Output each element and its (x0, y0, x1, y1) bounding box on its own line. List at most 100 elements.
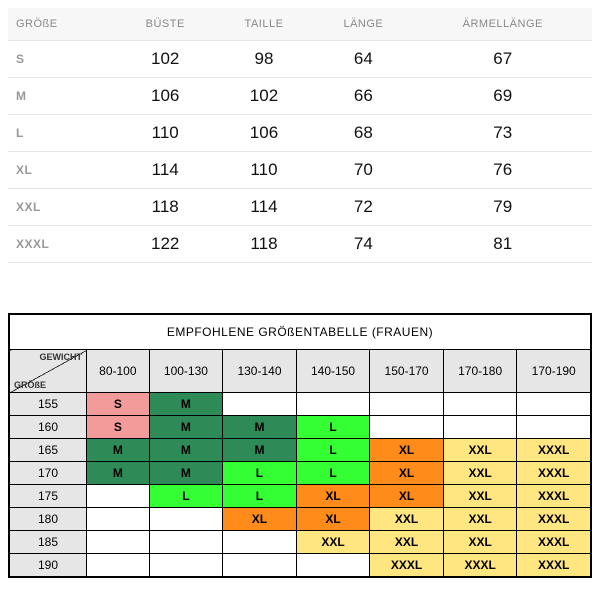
col-size: GRÖßE (8, 8, 116, 41)
size-recommendation-cell: XXXL (517, 531, 591, 554)
size-recommendation-cell: XXL (370, 531, 444, 554)
size-recommendation-cell: XL (370, 462, 444, 485)
value-cell: 67 (413, 41, 592, 78)
height-header: 180 (10, 508, 87, 531)
size-recommendation-cell: M (87, 439, 150, 462)
col-length: LÄNGE (313, 8, 413, 41)
size-recommendation-cell (149, 508, 223, 531)
size-recommendation-cell: XL (223, 508, 297, 531)
table-row: 160SMML (10, 416, 591, 439)
col-bust: BÜSTE (116, 8, 215, 41)
height-header: 165 (10, 439, 87, 462)
value-cell: 64 (313, 41, 413, 78)
size-recommendation-cell: M (87, 462, 150, 485)
size-recommendation-cell: L (296, 439, 370, 462)
size-recommendation-cell (223, 393, 297, 416)
size-recommendation-cell: L (296, 416, 370, 439)
size-cell: XXL (8, 189, 116, 226)
value-cell: 114 (116, 152, 215, 189)
size-recommendation-cell: L (223, 485, 297, 508)
size-recommendation-cell: XXXL (517, 554, 591, 577)
weight-header: 130-140 (223, 350, 297, 393)
size-recommendation-cell: M (223, 439, 297, 462)
value-cell: 70 (313, 152, 413, 189)
size-cell: M (8, 78, 116, 115)
size-recommendation-cell (370, 416, 444, 439)
size-cell: XXXL (8, 226, 116, 263)
size-recommendation-cell: XXL (443, 485, 517, 508)
height-header: 175 (10, 485, 87, 508)
weight-header: 170-180 (443, 350, 517, 393)
value-cell: 118 (116, 189, 215, 226)
table-row: S102986467 (8, 41, 592, 78)
size-recommendation-cell (149, 554, 223, 577)
size-recommendation-cell: S (87, 393, 150, 416)
size-recommendation-cell: XXL (443, 462, 517, 485)
size-recommendation-cell (223, 531, 297, 554)
table-row: L1101066873 (8, 115, 592, 152)
value-cell: 69 (413, 78, 592, 115)
value-cell: 72 (313, 189, 413, 226)
size-recommendation-cell: M (223, 416, 297, 439)
corner-height-label: GRÖßE (14, 380, 46, 390)
size-recommendation-cell (87, 508, 150, 531)
sizing-table: GRÖßE BÜSTE TAILLE LÄNGE ÄRMELLÄNGE S102… (8, 8, 592, 263)
table-row: XXXL1221187481 (8, 226, 592, 263)
weight-header: 80-100 (87, 350, 150, 393)
weight-header: 140-150 (296, 350, 370, 393)
value-cell: 79 (413, 189, 592, 226)
table-row: 175LLXLXLXXLXXXL (10, 485, 591, 508)
value-cell: 114 (215, 189, 313, 226)
weight-header: 100-130 (149, 350, 223, 393)
size-recommendation-cell: M (149, 416, 223, 439)
height-header: 155 (10, 393, 87, 416)
size-recommendation-cell: XXXL (517, 462, 591, 485)
value-cell: 102 (215, 78, 313, 115)
height-header: 190 (10, 554, 87, 577)
size-recommendation-cell: L (223, 462, 297, 485)
table-row: 170MMLLXLXXLXXXL (10, 462, 591, 485)
table-row: 185XXLXXLXXLXXXL (10, 531, 591, 554)
recommended-header-row: GEWICHT GRÖßE 80-100 100-130 130-140 140… (10, 350, 591, 393)
size-recommendation-cell (87, 485, 150, 508)
size-recommendation-cell: M (149, 462, 223, 485)
value-cell: 110 (215, 152, 313, 189)
size-recommendation-cell: XXXL (517, 508, 591, 531)
value-cell: 110 (116, 115, 215, 152)
size-recommendation-cell: L (296, 462, 370, 485)
value-cell: 66 (313, 78, 413, 115)
height-header: 160 (10, 416, 87, 439)
size-recommendation-cell: XXXL (370, 554, 444, 577)
value-cell: 81 (413, 226, 592, 263)
size-recommendation-cell (296, 554, 370, 577)
corner-cell: GEWICHT GRÖßE (10, 350, 87, 393)
size-recommendation-cell (87, 531, 150, 554)
col-sleeve: ÄRMELLÄNGE (413, 8, 592, 41)
size-recommendation-cell: XXL (443, 508, 517, 531)
size-recommendation-cell: XL (296, 485, 370, 508)
col-waist: TAILLE (215, 8, 313, 41)
value-cell: 122 (116, 226, 215, 263)
table-row: XL1141107076 (8, 152, 592, 189)
size-recommendation-cell: XXXL (517, 485, 591, 508)
size-recommendation-cell: XXL (370, 508, 444, 531)
size-recommendation-cell (443, 393, 517, 416)
size-recommendation-cell: L (149, 485, 223, 508)
size-recommendation-cell (296, 393, 370, 416)
size-recommendation-cell: M (149, 439, 223, 462)
size-cell: S (8, 41, 116, 78)
table-row: 155SM (10, 393, 591, 416)
recommended-table-wrap: EMPFOHLENE GRÖßENTABELLE (FRAUEN) GEWICH… (8, 313, 592, 578)
size-recommendation-cell: XXXL (443, 554, 517, 577)
size-recommendation-cell: XL (370, 439, 444, 462)
height-header: 170 (10, 462, 87, 485)
size-recommendation-cell: M (149, 393, 223, 416)
table-row: M1061026669 (8, 78, 592, 115)
size-recommendation-cell: XL (370, 485, 444, 508)
value-cell: 74 (313, 226, 413, 263)
size-cell: L (8, 115, 116, 152)
size-recommendation-cell (517, 393, 591, 416)
value-cell: 73 (413, 115, 592, 152)
size-recommendation-cell (443, 416, 517, 439)
corner-weight-label: GEWICHT (40, 352, 83, 362)
